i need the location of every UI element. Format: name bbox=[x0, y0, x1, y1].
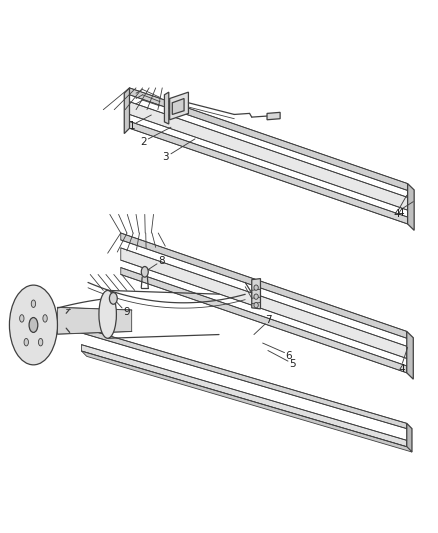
Polygon shape bbox=[121, 248, 407, 359]
Polygon shape bbox=[164, 92, 169, 124]
Polygon shape bbox=[121, 268, 407, 373]
Polygon shape bbox=[81, 345, 407, 447]
Polygon shape bbox=[267, 112, 280, 120]
Text: 1: 1 bbox=[129, 120, 136, 131]
Text: 7: 7 bbox=[265, 315, 272, 325]
Polygon shape bbox=[170, 92, 188, 120]
Text: 4: 4 bbox=[398, 364, 405, 374]
Ellipse shape bbox=[31, 300, 35, 308]
Ellipse shape bbox=[29, 318, 38, 333]
Ellipse shape bbox=[20, 314, 24, 322]
Text: 3: 3 bbox=[162, 152, 169, 162]
Polygon shape bbox=[407, 423, 412, 452]
Polygon shape bbox=[130, 88, 408, 190]
Polygon shape bbox=[407, 332, 413, 379]
Polygon shape bbox=[121, 233, 407, 338]
Circle shape bbox=[254, 294, 258, 300]
Circle shape bbox=[254, 285, 258, 290]
Polygon shape bbox=[130, 122, 408, 224]
Polygon shape bbox=[81, 351, 412, 452]
Text: 4: 4 bbox=[394, 209, 400, 220]
Polygon shape bbox=[252, 279, 261, 309]
Text: 2: 2 bbox=[141, 137, 147, 147]
Text: 5: 5 bbox=[289, 359, 296, 369]
Text: 4: 4 bbox=[397, 208, 404, 219]
Ellipse shape bbox=[110, 293, 117, 304]
Polygon shape bbox=[57, 308, 132, 334]
Ellipse shape bbox=[24, 338, 28, 346]
Circle shape bbox=[254, 303, 258, 308]
Polygon shape bbox=[130, 102, 408, 210]
Ellipse shape bbox=[10, 285, 57, 365]
Ellipse shape bbox=[39, 338, 43, 346]
Text: 9: 9 bbox=[123, 306, 130, 317]
Text: 8: 8 bbox=[158, 256, 165, 266]
Polygon shape bbox=[408, 183, 414, 230]
Ellipse shape bbox=[141, 266, 148, 277]
Ellipse shape bbox=[99, 290, 117, 338]
Ellipse shape bbox=[43, 314, 47, 322]
Polygon shape bbox=[124, 88, 130, 134]
Polygon shape bbox=[81, 328, 407, 429]
Text: 6: 6 bbox=[286, 351, 292, 361]
Polygon shape bbox=[172, 99, 184, 115]
